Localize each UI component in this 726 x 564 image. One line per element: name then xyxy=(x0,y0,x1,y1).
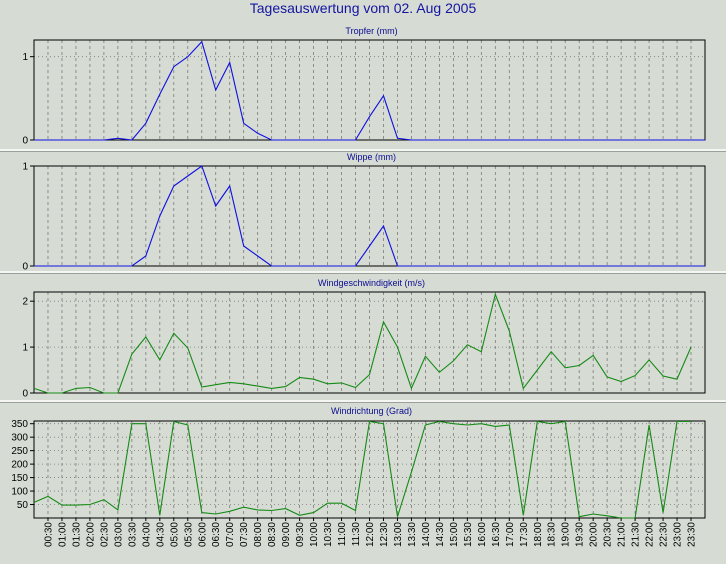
x-tick-label: 20:30 xyxy=(603,522,614,547)
x-tick-label: 23:00 xyxy=(673,522,684,547)
chart-panel-tropfer: Tropfer (mm) 0 1 xyxy=(0,26,726,152)
chart-panel-windrichtung: Windrichtung (Grad) 50 100 150 200 250 300 350 xyxy=(11,406,706,519)
y-tick-label: 1 xyxy=(22,343,28,354)
x-tick-label: 22:00 xyxy=(645,522,656,547)
x-tick-label: 04:30 xyxy=(155,522,166,547)
y-tick-label: 2 xyxy=(22,297,28,308)
x-tick-label: 01:30 xyxy=(71,522,82,547)
series-line xyxy=(34,165,705,267)
y-tick-label: 150 xyxy=(11,473,28,484)
x-tick-label: 13:00 xyxy=(393,522,404,547)
panel-title: Windgeschwindigkeit (m/s) xyxy=(318,278,425,288)
x-tick-label: 17:30 xyxy=(519,522,530,547)
x-tick-label: 01:00 xyxy=(58,522,69,547)
y-tick-label: 50 xyxy=(17,500,29,511)
page-title: Tagesauswertung vom 02. Aug 2005 xyxy=(249,0,477,16)
x-tick-label: 13:30 xyxy=(407,522,418,547)
x-tick-label: 14:30 xyxy=(435,522,446,547)
x-tick-label: 07:30 xyxy=(239,522,250,547)
y-tick-label: 250 xyxy=(11,446,28,457)
x-tick-label: 14:00 xyxy=(421,522,432,547)
y-tick-label: 350 xyxy=(11,419,28,430)
x-tick-label: 06:30 xyxy=(211,522,222,547)
x-tick-label: 20:00 xyxy=(589,522,600,547)
y-tick-label: 1 xyxy=(22,52,28,63)
x-tick-label: 18:30 xyxy=(547,522,558,547)
x-tick-label: 08:30 xyxy=(267,522,278,547)
x-tick-label: 05:00 xyxy=(169,522,180,547)
panel-title: Wippe (mm) xyxy=(347,152,396,162)
x-tick-label: 02:30 xyxy=(99,522,110,547)
x-tick-label: 21:30 xyxy=(631,522,642,547)
x-tick-label: 15:30 xyxy=(463,522,474,547)
x-tick-label: 03:30 xyxy=(127,522,138,547)
x-tick-label: 11:30 xyxy=(351,522,362,547)
x-tick-label: 07:00 xyxy=(225,522,236,547)
y-tick-label: 0 xyxy=(22,262,28,273)
x-tick-label: 22:30 xyxy=(659,522,670,547)
x-tick-label: 18:00 xyxy=(533,522,544,547)
x-tick-label: 09:00 xyxy=(281,522,292,547)
y-tick-label: 300 xyxy=(11,433,28,444)
x-tick-label: 09:30 xyxy=(295,522,306,547)
panel-title: Tropfer (mm) xyxy=(345,26,397,36)
series-line xyxy=(33,420,691,519)
x-tick-label: 10:00 xyxy=(309,522,320,547)
y-tick-label: 1 xyxy=(22,162,28,173)
y-tick-label: 100 xyxy=(11,487,28,498)
x-tick-label: 02:00 xyxy=(85,522,96,547)
x-tick-label: 17:00 xyxy=(505,522,516,547)
panel-title: Windrichtung (Grad) xyxy=(331,406,412,416)
x-tick-label: 15:00 xyxy=(449,522,460,547)
x-axis: 00:30 01:00 01:30 02:00 02:30 03:00 03:30 04:00… xyxy=(44,518,698,547)
x-tick-label: 00:30 xyxy=(44,522,55,547)
x-tick-label: 21:00 xyxy=(617,522,628,547)
chart-panel-windgeschwindigkeit: Windgeschwindigkeit (m/s) 0 1 2 xyxy=(0,278,726,403)
plot-frame xyxy=(33,291,706,394)
x-tick-label: 04:00 xyxy=(141,522,152,547)
series-line xyxy=(34,40,705,141)
x-tick-label: 08:00 xyxy=(253,522,264,547)
x-tick-label: 10:30 xyxy=(323,522,334,547)
y-tick-label: 200 xyxy=(11,460,28,471)
x-tick-label: 06:00 xyxy=(197,522,208,547)
x-tick-label: 19:00 xyxy=(561,522,572,547)
series-line xyxy=(33,292,692,394)
plot-frame xyxy=(33,39,706,141)
x-tick-label: 16:00 xyxy=(477,522,488,547)
plot-frame xyxy=(33,165,706,267)
x-tick-label: 03:00 xyxy=(113,522,124,547)
x-tick-label: 05:30 xyxy=(183,522,194,547)
x-tick-label: 23:30 xyxy=(687,522,698,547)
chart-panel-wippe: Wippe (mm) 0 1 xyxy=(0,152,726,274)
x-tick-label: 12:00 xyxy=(365,522,376,547)
x-tick-label: 12:30 xyxy=(379,522,390,547)
y-tick-label: 0 xyxy=(22,389,28,400)
x-tick-label: 19:30 xyxy=(575,522,586,547)
y-tick-label: 0 xyxy=(22,136,28,147)
x-tick-label: 16:30 xyxy=(491,522,502,547)
x-tick-label: 11:00 xyxy=(337,522,348,547)
